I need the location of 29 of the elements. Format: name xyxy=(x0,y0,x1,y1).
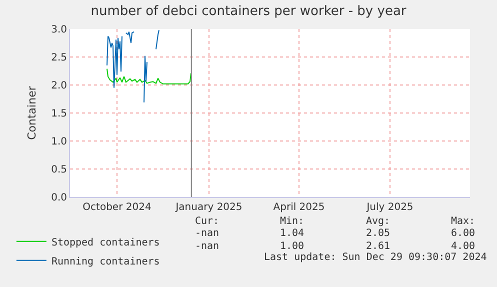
text: 2.05 xyxy=(366,228,390,239)
x-tick-label: April 2025 xyxy=(273,202,325,213)
legend-label: Running containers xyxy=(51,256,160,268)
line-series xyxy=(106,68,192,84)
y-axis-title: Container xyxy=(26,86,39,140)
y-tick-label: 0.0 xyxy=(51,192,67,204)
text: Last update: Sun Dec 29 09:30:07 2024 xyxy=(264,252,487,263)
x-tick-label: October 2024 xyxy=(82,202,152,213)
legend-label: Stopped containers xyxy=(51,237,160,248)
y-tick-label: 3.0 xyxy=(51,24,67,36)
text: 1.00 xyxy=(280,241,304,252)
text: 1.04 xyxy=(280,228,304,239)
text: 2.61 xyxy=(366,241,390,252)
text: Min: xyxy=(280,216,304,227)
chart-title: number of debci containers per worker - by year xyxy=(90,4,407,20)
text: 6.00 xyxy=(451,228,476,239)
text: Max: xyxy=(451,216,476,227)
y-tick-label: 1.5 xyxy=(51,108,67,120)
text: -nan xyxy=(195,241,220,252)
text: Avg: xyxy=(366,216,390,227)
x-tick-label: July 2025 xyxy=(366,202,414,213)
y-tick-label: 2.5 xyxy=(51,52,67,64)
y-tick-label: 0.5 xyxy=(51,164,67,176)
text: 4.00 xyxy=(451,241,476,252)
y-tick-label: 1.0 xyxy=(51,136,67,148)
text: Cur: xyxy=(195,216,220,227)
y-tick-label: 2.0 xyxy=(51,80,67,92)
text: -nan xyxy=(195,228,220,239)
x-tick-label: January 2025 xyxy=(174,202,242,213)
